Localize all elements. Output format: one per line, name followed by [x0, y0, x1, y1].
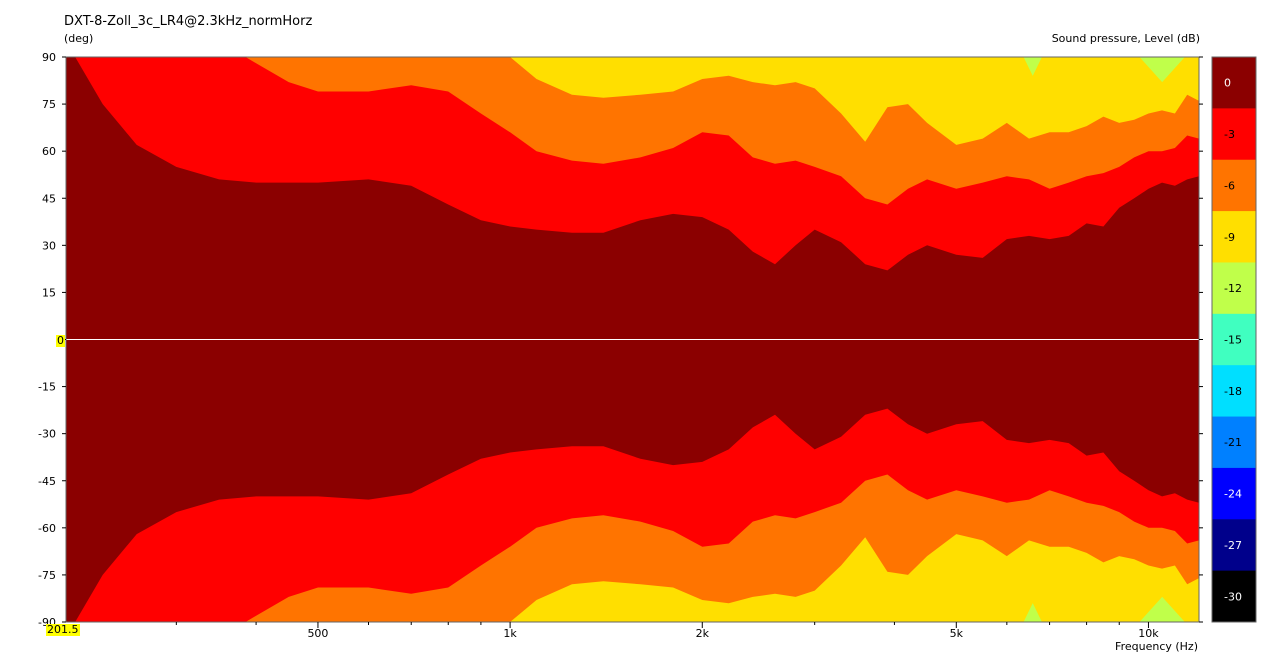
- x-axis-label: Frequency (Hz): [1115, 640, 1198, 653]
- colorbar-swatch: [1212, 313, 1256, 366]
- colorbar-swatch: [1212, 262, 1256, 315]
- x-tick-label: 1k: [503, 627, 517, 640]
- level-0-region-upper: [66, 57, 1199, 340]
- y-tick-label: 75: [42, 98, 56, 111]
- y-tick-label: -60: [38, 522, 56, 535]
- colorbar-swatch: [1212, 570, 1256, 623]
- colorbar-label-text: -18: [1224, 385, 1242, 398]
- contour-layers: [66, 57, 1199, 622]
- x-tick-label: 500: [307, 627, 328, 640]
- colorbar-swatch: [1212, 108, 1256, 161]
- y-tick-label: 45: [42, 192, 56, 205]
- level-minus12-pocket-lower-1: [1139, 596, 1185, 622]
- colorbar-label-text: -3: [1224, 128, 1235, 141]
- colorbar-label-text: -24: [1224, 488, 1242, 501]
- colorbar-swatch: [1212, 57, 1256, 109]
- colorbar-frame: [1211, 56, 1257, 623]
- colorbar-swatch: [1212, 211, 1256, 263]
- colorbar-swatch: [1212, 467, 1256, 520]
- x-tick-label: 2k: [696, 627, 710, 640]
- y-tick-label: -15: [38, 381, 56, 394]
- x-cursor-readout: 201.5: [46, 623, 80, 636]
- colorbar-swatch: [1212, 365, 1256, 418]
- colorbar-label-text: -9: [1224, 231, 1235, 244]
- y-tick-label: -45: [38, 475, 56, 488]
- y-tick-label: 60: [42, 145, 56, 158]
- colorbar-label-text: -27: [1224, 539, 1242, 552]
- level-minus12-pocket-upper-1: [1139, 57, 1185, 83]
- colorbar-label-text: -30: [1224, 590, 1242, 603]
- level-minus12-pocket-lower-0: [1023, 603, 1042, 622]
- colorbar-label-text: -12: [1224, 282, 1242, 295]
- x-tick-label: 10k: [1138, 627, 1159, 640]
- y-tick-label: 90: [42, 51, 56, 64]
- y-tick-label: 30: [42, 239, 56, 252]
- colorbar-label-text: -15: [1224, 334, 1242, 347]
- colorbar-label-text: 0: [1224, 77, 1231, 90]
- chart-title: DXT-8-Zoll_3c_LR4@2.3kHz_normHorz: [64, 14, 313, 29]
- colorbar-label-text: -6: [1224, 179, 1235, 192]
- colorbar-swatch: [1212, 416, 1256, 469]
- y-cursor-readout: 0: [56, 334, 65, 347]
- colorbar-swatch: [1212, 519, 1256, 572]
- y-tick-label: -75: [38, 569, 56, 582]
- level-minus12-pocket-upper-0: [1023, 57, 1042, 76]
- y-tick-label: 15: [42, 286, 56, 299]
- y-tick-label: -30: [38, 428, 56, 441]
- level-0-region-lower: [66, 339, 1199, 622]
- x-tick-label: 5k: [950, 627, 964, 640]
- colorbar-label-text: -21: [1224, 436, 1242, 449]
- y-axis-label: (deg): [64, 32, 94, 45]
- colorbar-swatch: [1212, 159, 1256, 212]
- colorbar-label: Sound pressure, Level (dB): [1051, 32, 1200, 45]
